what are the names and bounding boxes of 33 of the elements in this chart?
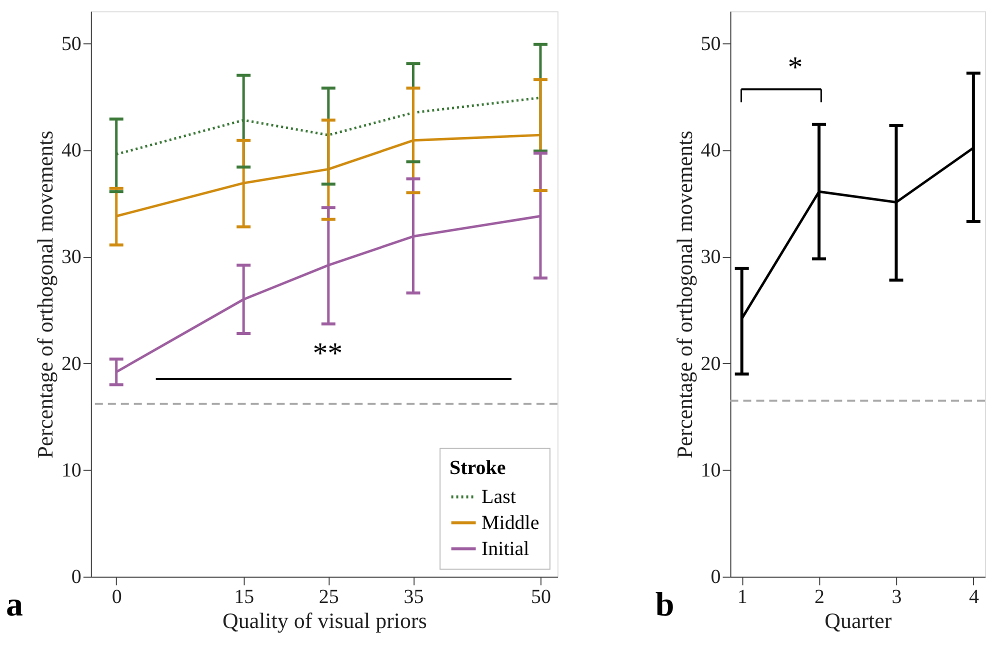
y-tick-label: 0 bbox=[71, 566, 82, 588]
x-tick-label: 1 bbox=[737, 586, 748, 608]
y-tick-label: 30 bbox=[700, 246, 721, 268]
x-tick-label: 15 bbox=[234, 586, 254, 608]
annotation: * bbox=[788, 51, 803, 84]
y-tick-label: 10 bbox=[61, 460, 82, 482]
legend-title: Stroke bbox=[450, 456, 506, 479]
y-tick-label: 30 bbox=[61, 246, 82, 268]
x-tick-label: 50 bbox=[530, 586, 551, 608]
x-tick-label: 4 bbox=[968, 586, 979, 608]
y-tick-label: 0 bbox=[710, 566, 721, 588]
text: b bbox=[655, 586, 674, 624]
x-tick-label: 3 bbox=[892, 586, 902, 608]
y-tick-label: 10 bbox=[700, 460, 721, 482]
annotation: ** bbox=[312, 336, 343, 370]
x-tick-label: 35 bbox=[404, 586, 424, 608]
legend-label: Last bbox=[482, 486, 516, 508]
y-tick-label: 20 bbox=[700, 352, 721, 375]
legend-label: Middle bbox=[482, 512, 540, 534]
y-axis-title: Percentage of orthogonal movements bbox=[672, 130, 697, 458]
x-tick-label: 0 bbox=[112, 586, 122, 608]
x-axis-title: Quality of visual priors bbox=[222, 608, 427, 634]
y-tick-label: 50 bbox=[61, 32, 82, 55]
legend-label: Initial bbox=[482, 538, 530, 560]
y-tick-label: 40 bbox=[700, 139, 721, 162]
y-tick-label: 40 bbox=[61, 139, 82, 162]
x-tick-label: 25 bbox=[318, 586, 339, 608]
x-axis-title: Quarter bbox=[824, 608, 892, 634]
text: a bbox=[6, 586, 23, 624]
y-tick-label: 20 bbox=[61, 352, 82, 375]
x-tick-label: 2 bbox=[814, 586, 825, 608]
y-tick-label: 50 bbox=[700, 32, 721, 55]
y-axis-title: Percentage of orthogonal movements bbox=[32, 130, 58, 458]
